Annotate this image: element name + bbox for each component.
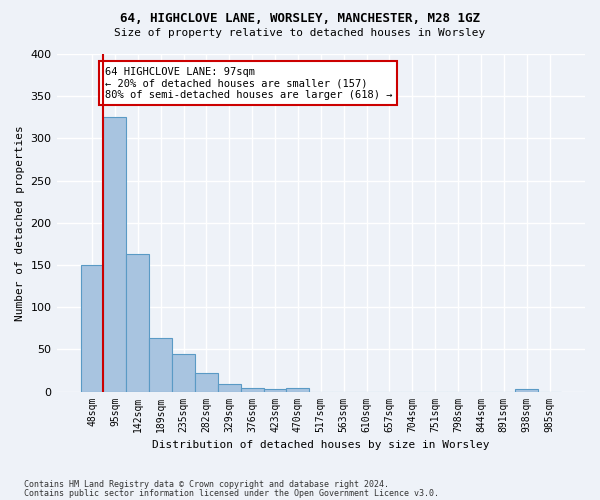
Y-axis label: Number of detached properties: Number of detached properties (15, 125, 25, 320)
X-axis label: Distribution of detached houses by size in Worsley: Distribution of detached houses by size … (152, 440, 490, 450)
Bar (103, 118, 127, 392)
Text: 64 HIGHCLOVE LANE: 97sqm
← 20% of detached houses are smaller (157)
80% of semi-: 64 HIGHCLOVE LANE: 97sqm ← 20% of detach… (104, 66, 392, 100)
Bar (195, 373, 218, 392)
Bar (286, 388, 310, 392)
Text: Contains HM Land Registry data © Crown copyright and database right 2024.: Contains HM Land Registry data © Crown c… (24, 480, 389, 489)
Bar (515, 389, 538, 392)
Bar (149, 338, 172, 392)
Bar (172, 354, 195, 392)
Bar (263, 389, 286, 392)
Bar (127, 254, 149, 392)
Text: 64, HIGHCLOVE LANE, WORSLEY, MANCHESTER, M28 1GZ: 64, HIGHCLOVE LANE, WORSLEY, MANCHESTER,… (120, 12, 480, 26)
Bar (80, 265, 103, 392)
Bar (241, 388, 263, 392)
Text: Size of property relative to detached houses in Worsley: Size of property relative to detached ho… (115, 28, 485, 38)
Bar (218, 384, 241, 392)
Text: Contains public sector information licensed under the Open Government Licence v3: Contains public sector information licen… (24, 489, 439, 498)
